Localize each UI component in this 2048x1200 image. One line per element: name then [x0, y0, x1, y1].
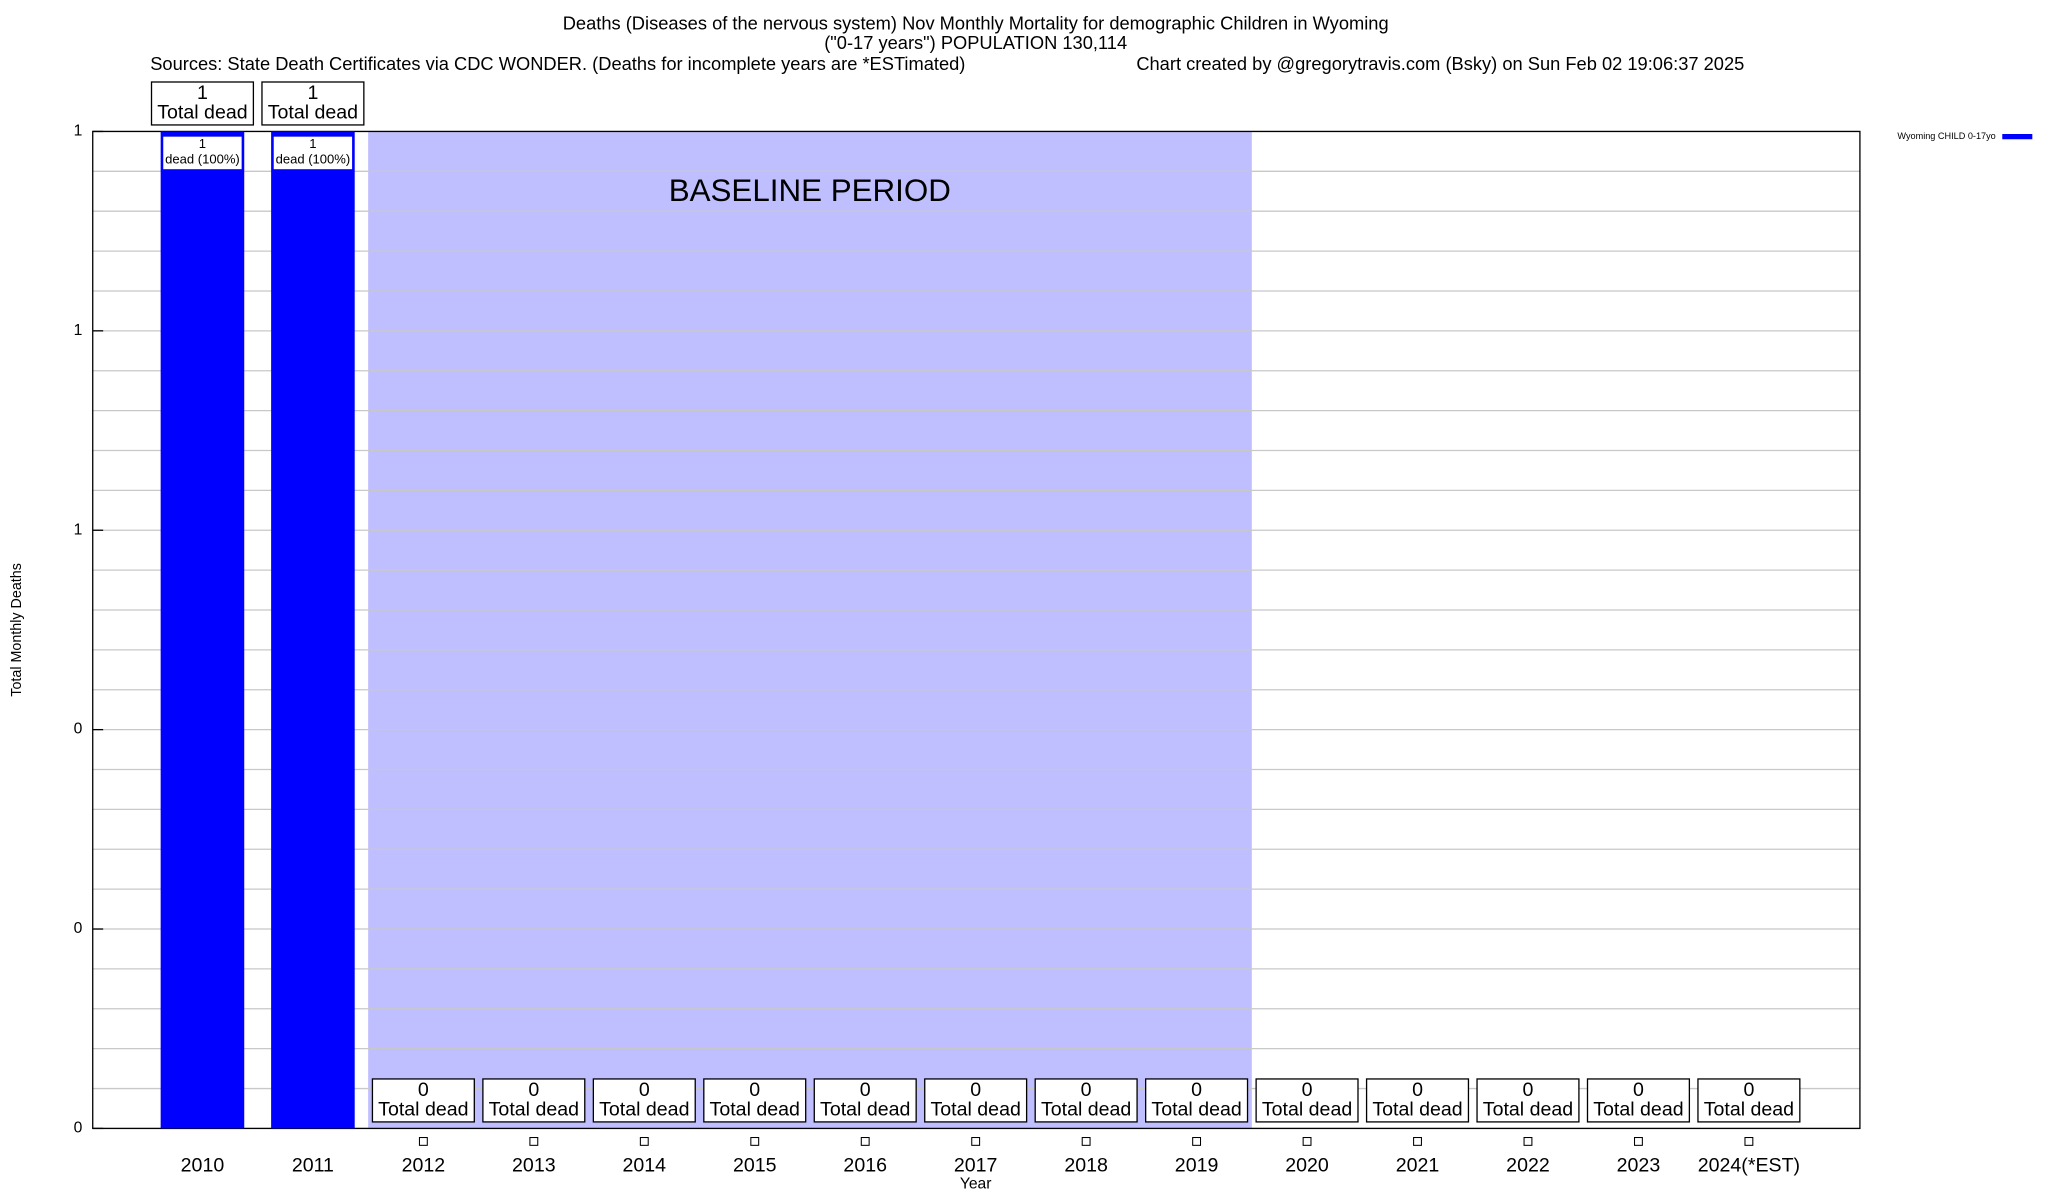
value-label-caption: Total dead — [489, 1098, 579, 1120]
y-tick-label: 1 — [74, 521, 83, 538]
chart-title: Deaths (Diseases of the nervous system) … — [563, 13, 1389, 34]
value-label-box — [150, 81, 255, 126]
x-tick-label: 2017 — [954, 1154, 998, 1176]
y-tick-label: 1 — [74, 123, 83, 140]
x-tick-label: 2024(*EST) — [1698, 1154, 1800, 1176]
x-tick-label: 2018 — [1064, 1154, 1108, 1176]
y-tick-label: 1 — [74, 322, 83, 339]
zero-marker — [1302, 1137, 1312, 1146]
value-label: 0 — [1302, 1079, 1313, 1101]
value-label: 0 — [1191, 1079, 1202, 1101]
zero-marker — [971, 1137, 981, 1146]
y-tick-label: 0 — [74, 1120, 83, 1137]
value-label-caption: Total dead — [1483, 1098, 1573, 1120]
value-label-caption: Total dead — [710, 1098, 800, 1120]
inner-label-box — [273, 136, 353, 170]
bar — [271, 131, 355, 1129]
value-label-caption: Total dead — [820, 1098, 910, 1120]
credit: Chart created by @gregorytravis.com (Bsk… — [1136, 53, 1744, 74]
value-label-caption: Total dead — [1704, 1098, 1794, 1120]
zero-marker — [1633, 1137, 1643, 1146]
bar — [160, 131, 245, 1129]
zero-marker — [1081, 1137, 1091, 1146]
legend-label: Wyoming CHILD 0-17yo — [1897, 131, 1995, 141]
value-label-caption: Total dead — [1041, 1098, 1131, 1120]
x-tick-label: 2016 — [843, 1154, 887, 1176]
value-label: 1 — [197, 82, 208, 104]
x-tick-label: 2013 — [512, 1154, 556, 1176]
value-label-box — [1145, 1078, 1249, 1123]
zero-marker — [1523, 1137, 1533, 1146]
inner-label-value: 1 — [199, 136, 206, 151]
value-label: 0 — [860, 1079, 871, 1101]
value-label: 0 — [970, 1079, 981, 1101]
x-tick-label: 2014 — [623, 1154, 667, 1176]
value-label-box — [482, 1078, 586, 1123]
value-label: 0 — [418, 1079, 429, 1101]
value-label: 1 — [307, 82, 318, 104]
x-tick-label: 2021 — [1396, 1154, 1440, 1176]
zero-marker — [529, 1137, 539, 1146]
value-label-box — [1034, 1078, 1138, 1123]
plot-frame — [92, 130, 1861, 1130]
zero-marker — [750, 1137, 760, 1146]
value-label-caption: Total dead — [378, 1098, 468, 1120]
value-label: 0 — [1743, 1079, 1754, 1101]
zero-marker — [1413, 1137, 1422, 1146]
value-label-box — [1586, 1078, 1691, 1123]
zero-marker — [1192, 1137, 1202, 1146]
value-label: 0 — [1633, 1079, 1644, 1101]
chart-subtitle: ("0-17 years") POPULATION 130,114 — [824, 32, 1127, 53]
value-label: 0 — [1412, 1079, 1423, 1101]
value-label-caption: Total dead — [157, 101, 247, 123]
zero-marker — [418, 1137, 428, 1146]
value-label: 0 — [1081, 1079, 1092, 1101]
value-label-box — [1476, 1078, 1580, 1123]
inner-label: dead (100%) — [276, 152, 351, 167]
x-tick-label: 2023 — [1617, 1154, 1661, 1176]
value-label-box — [371, 1078, 475, 1123]
value-label-box — [813, 1078, 917, 1123]
value-label: 0 — [528, 1079, 539, 1101]
value-label-caption: Total dead — [599, 1098, 689, 1120]
inner-label-value: 1 — [309, 136, 316, 151]
value-label: 0 — [639, 1079, 650, 1101]
value-label-caption: Total dead — [1262, 1098, 1352, 1120]
value-label-box — [924, 1078, 1028, 1123]
y-tick-label: 0 — [74, 721, 83, 738]
baseline-label: BASELINE PERIOD — [669, 173, 951, 208]
value-label-box — [1697, 1078, 1801, 1123]
x-tick-label: 2020 — [1285, 1154, 1329, 1176]
baseline-region — [368, 131, 1252, 1129]
value-label-caption: Total dead — [1151, 1098, 1241, 1120]
inner-label-box — [163, 136, 242, 170]
value-label-caption: Total dead — [930, 1098, 1020, 1120]
x-tick-label: 2010 — [181, 1154, 225, 1176]
value-label-box — [703, 1078, 807, 1123]
x-tick-label: 2012 — [402, 1154, 446, 1176]
x-tick-label: 2015 — [733, 1154, 777, 1176]
value-label-caption: Total dead — [1372, 1098, 1462, 1120]
sources: Sources: State Death Certificates via CD… — [150, 53, 965, 74]
y-axis-label: Total Monthly Deaths — [9, 563, 25, 697]
x-axis-label: Year — [960, 1176, 992, 1193]
y-tick-label: 0 — [74, 920, 83, 937]
value-label-box — [1365, 1078, 1470, 1123]
value-label: 0 — [1523, 1079, 1534, 1101]
x-tick-label: 2019 — [1175, 1154, 1219, 1176]
value-label-box — [261, 81, 365, 126]
value-label-caption: Total dead — [268, 101, 358, 123]
value-label-box — [1255, 1078, 1359, 1123]
value-label-caption: Total dead — [1593, 1098, 1683, 1120]
x-tick-label: 2011 — [292, 1154, 334, 1176]
x-tick-label: 2022 — [1506, 1154, 1550, 1176]
value-label-box — [592, 1078, 696, 1123]
zero-marker — [639, 1137, 649, 1146]
zero-marker — [860, 1137, 870, 1146]
inner-label: dead (100%) — [165, 152, 240, 167]
zero-marker — [1744, 1137, 1754, 1146]
value-label: 0 — [749, 1079, 760, 1101]
